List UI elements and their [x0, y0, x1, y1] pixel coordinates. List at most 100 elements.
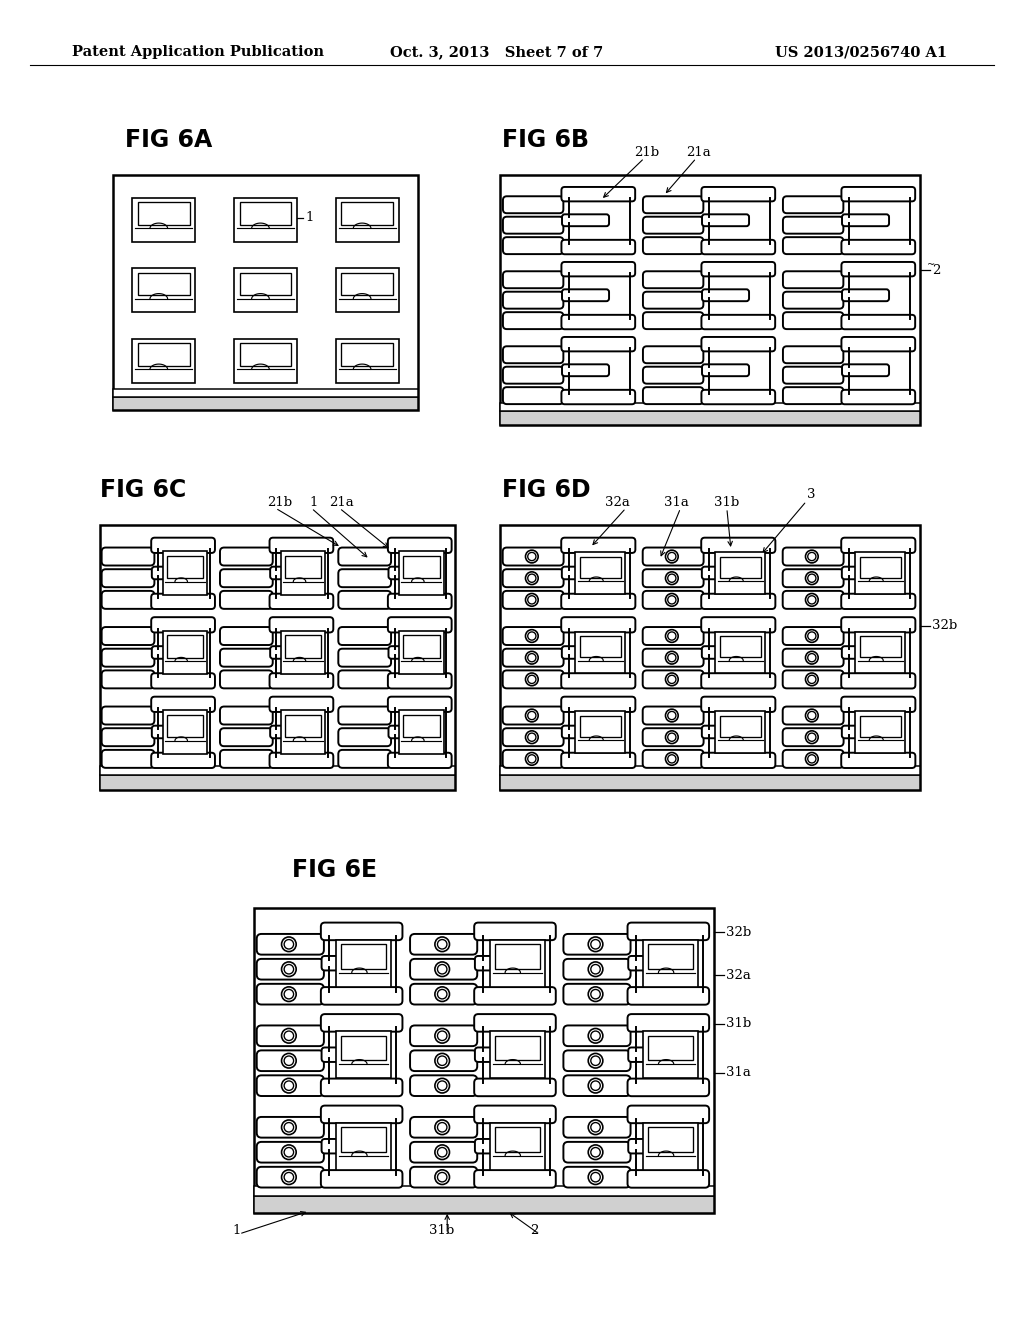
Circle shape — [435, 1144, 450, 1159]
Circle shape — [806, 731, 818, 743]
FancyBboxPatch shape — [220, 750, 272, 768]
FancyBboxPatch shape — [643, 272, 703, 288]
Circle shape — [591, 1122, 600, 1133]
Bar — [500, 403, 920, 412]
Bar — [240, 202, 292, 224]
FancyBboxPatch shape — [643, 569, 703, 587]
Bar — [341, 273, 393, 296]
Bar — [113, 389, 418, 397]
Circle shape — [525, 752, 539, 766]
Bar — [643, 1122, 698, 1170]
FancyBboxPatch shape — [782, 627, 844, 645]
FancyBboxPatch shape — [220, 648, 272, 667]
FancyBboxPatch shape — [701, 566, 750, 579]
FancyBboxPatch shape — [561, 673, 635, 689]
FancyBboxPatch shape — [701, 315, 775, 329]
Text: 21a: 21a — [686, 147, 711, 160]
FancyBboxPatch shape — [563, 1117, 631, 1138]
Bar — [163, 631, 207, 675]
FancyBboxPatch shape — [152, 566, 193, 579]
FancyBboxPatch shape — [629, 1139, 680, 1154]
FancyBboxPatch shape — [503, 367, 563, 384]
Bar — [281, 710, 326, 754]
Bar — [337, 940, 391, 987]
FancyBboxPatch shape — [322, 956, 374, 970]
FancyBboxPatch shape — [503, 648, 563, 667]
Bar — [403, 714, 439, 737]
Circle shape — [284, 1056, 294, 1065]
Bar — [285, 714, 322, 737]
Text: 21b: 21b — [635, 147, 659, 160]
Bar — [500, 412, 920, 425]
Bar — [580, 715, 621, 737]
Circle shape — [808, 711, 816, 719]
Circle shape — [282, 1144, 296, 1159]
Circle shape — [806, 550, 818, 562]
FancyBboxPatch shape — [643, 367, 703, 384]
Circle shape — [525, 630, 539, 643]
FancyBboxPatch shape — [220, 591, 272, 609]
Bar — [285, 556, 322, 578]
Circle shape — [282, 962, 296, 977]
FancyBboxPatch shape — [101, 750, 155, 768]
Circle shape — [806, 572, 818, 585]
Bar — [715, 552, 765, 594]
FancyBboxPatch shape — [643, 292, 703, 309]
FancyBboxPatch shape — [643, 312, 703, 329]
FancyBboxPatch shape — [842, 594, 915, 609]
Circle shape — [591, 965, 600, 974]
Bar — [500, 775, 920, 789]
FancyBboxPatch shape — [643, 591, 703, 609]
Bar — [233, 198, 297, 242]
Circle shape — [527, 676, 536, 684]
Circle shape — [668, 711, 676, 719]
Circle shape — [666, 630, 678, 643]
Bar — [240, 343, 292, 366]
Circle shape — [806, 752, 818, 766]
Bar — [132, 339, 196, 383]
Text: ~: ~ — [284, 211, 295, 223]
Bar — [855, 711, 905, 752]
Circle shape — [284, 1031, 294, 1040]
FancyBboxPatch shape — [783, 272, 844, 288]
Bar — [336, 268, 398, 312]
FancyBboxPatch shape — [701, 337, 775, 351]
Circle shape — [437, 1172, 446, 1181]
Circle shape — [666, 709, 678, 722]
Bar — [715, 632, 765, 673]
Circle shape — [588, 1028, 603, 1043]
Bar — [254, 1196, 714, 1213]
FancyBboxPatch shape — [410, 1051, 477, 1071]
FancyBboxPatch shape — [410, 1076, 477, 1096]
Bar — [648, 1127, 693, 1152]
Circle shape — [808, 632, 816, 640]
FancyBboxPatch shape — [563, 1051, 631, 1071]
FancyBboxPatch shape — [152, 673, 215, 689]
Circle shape — [668, 676, 676, 684]
Circle shape — [668, 574, 676, 582]
FancyBboxPatch shape — [503, 627, 563, 645]
Bar — [281, 552, 326, 594]
Circle shape — [591, 1081, 600, 1090]
Circle shape — [435, 962, 450, 977]
FancyBboxPatch shape — [503, 729, 563, 746]
Circle shape — [808, 574, 816, 582]
Bar — [860, 557, 901, 578]
FancyBboxPatch shape — [842, 187, 915, 202]
FancyBboxPatch shape — [561, 337, 635, 351]
FancyBboxPatch shape — [643, 216, 703, 234]
FancyBboxPatch shape — [101, 591, 155, 609]
Circle shape — [808, 755, 816, 763]
FancyBboxPatch shape — [101, 548, 155, 565]
FancyBboxPatch shape — [388, 647, 429, 659]
Circle shape — [284, 940, 294, 949]
FancyBboxPatch shape — [474, 987, 556, 1005]
Bar — [399, 710, 443, 754]
FancyBboxPatch shape — [269, 697, 333, 711]
FancyBboxPatch shape — [643, 706, 703, 725]
FancyBboxPatch shape — [503, 548, 563, 565]
FancyBboxPatch shape — [563, 935, 631, 954]
Text: FIG 6D: FIG 6D — [502, 478, 591, 502]
Text: 32a: 32a — [726, 969, 751, 982]
FancyBboxPatch shape — [561, 240, 635, 255]
